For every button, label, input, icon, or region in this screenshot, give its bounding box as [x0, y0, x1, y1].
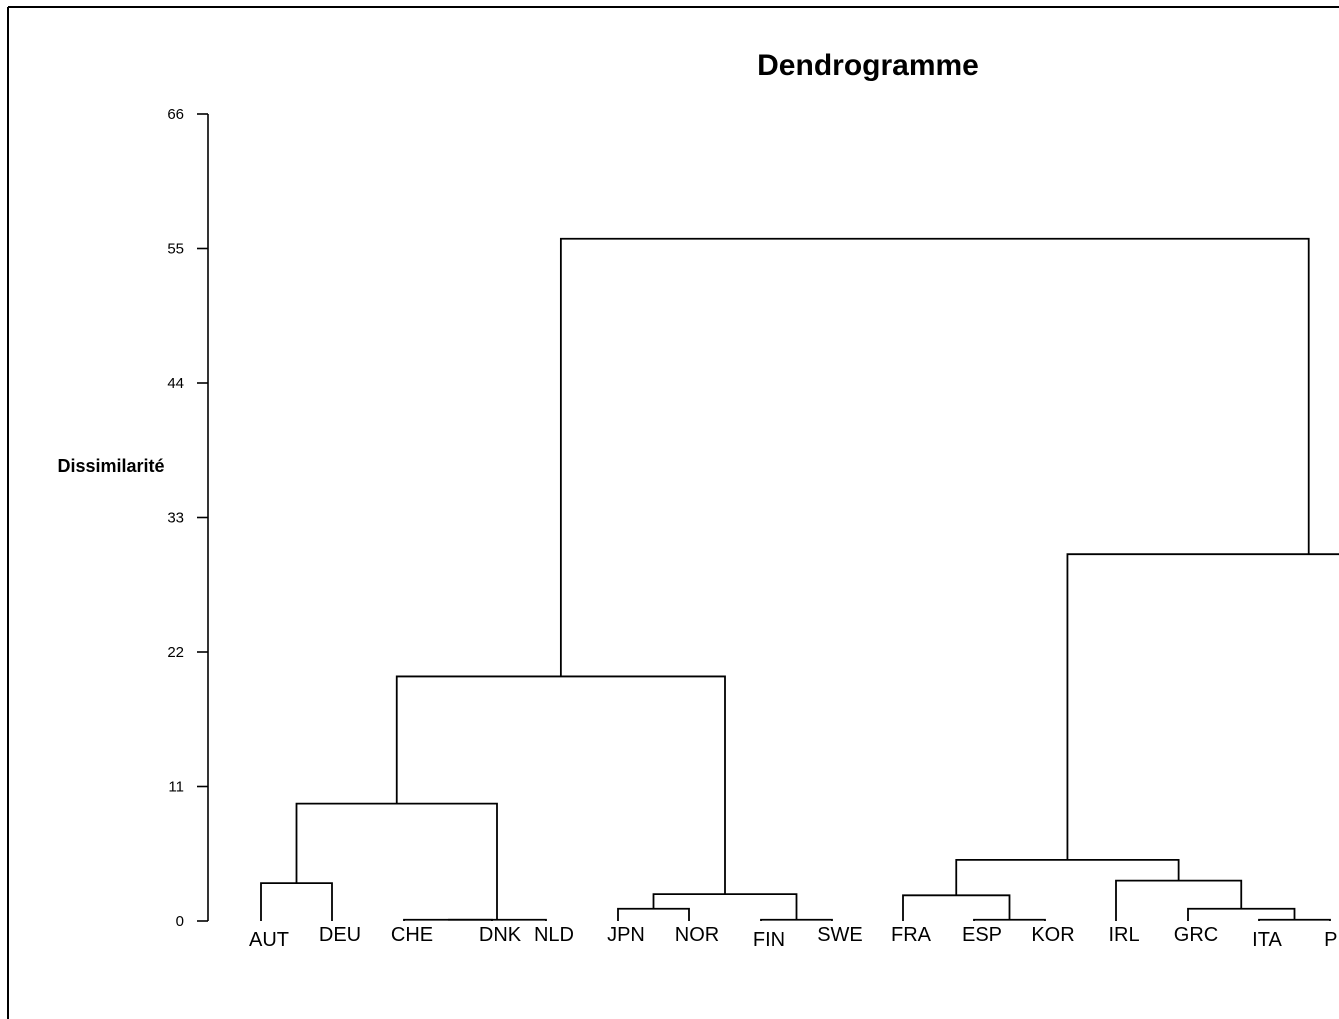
- y-tick-label: 22: [167, 644, 184, 661]
- y-tick-label: 33: [167, 510, 184, 527]
- chart-title: Dendrogramme: [757, 49, 979, 82]
- dendrogram-merge-m2: [448, 918, 547, 921]
- leaf-label: KOR: [1031, 924, 1074, 946]
- leaf-label: PR: [1324, 929, 1339, 951]
- dendrogram-links: [260, 237, 1339, 921]
- y-axis-label: Dissimilarité: [57, 456, 164, 476]
- dendrogram-merge-m9: [902, 894, 1011, 921]
- leaf-label: IRL: [1108, 924, 1139, 946]
- y-tick-label: 11: [168, 779, 184, 796]
- leaf-label: DEU: [319, 924, 361, 946]
- dendrogram-merge-m14: [395, 675, 726, 895]
- leaf-label: FIN: [753, 929, 785, 951]
- dendrogram-merge-m3: [760, 918, 833, 921]
- leaf-label: FRA: [891, 924, 932, 946]
- leaf-label: GRC: [1174, 924, 1218, 946]
- leaf-label: ITA: [1252, 929, 1282, 951]
- leaf-label: ESP: [962, 924, 1002, 946]
- dendrogram-merge-m16: [559, 237, 1310, 677]
- leaf-label: CHE: [391, 924, 433, 946]
- leaf-label: AUT: [249, 929, 289, 951]
- dendrogram-merge-m11: [1115, 879, 1243, 921]
- leaf-label: NOR: [675, 924, 719, 946]
- y-tick-label: 0: [176, 913, 184, 930]
- y-axis: 0 11 22 33 44 55 66: [167, 106, 209, 930]
- dendrogram-merge-m5: [1258, 918, 1331, 921]
- y-tick-label: 44: [167, 375, 184, 392]
- dendrogram-merge-m7: [1187, 907, 1296, 921]
- leaf-label: DNK: [479, 924, 522, 946]
- leaf-labels: AUT DEU CHE DNK NLD JPN NOR FIN SWE FRA ESP KOR IRL G…: [249, 924, 1339, 951]
- leaf-label: JPN: [607, 924, 645, 946]
- y-tick-label: 66: [167, 106, 184, 123]
- y-tick-label: 55: [167, 241, 184, 258]
- dendrogram-merge-m12: [955, 858, 1180, 896]
- leaf-label: SWE: [817, 924, 863, 946]
- leaf-label: NLD: [534, 924, 574, 946]
- dendrogram-merge-m8: [652, 893, 798, 920]
- dendrogram-merge-m13: [295, 802, 498, 920]
- dendrogram-merge-m15: [1066, 553, 1339, 860]
- dendrogram-merge-m4: [973, 918, 1046, 921]
- dendrogram-merge-m6: [617, 907, 690, 921]
- dendrogram-merge-m10: [260, 882, 333, 921]
